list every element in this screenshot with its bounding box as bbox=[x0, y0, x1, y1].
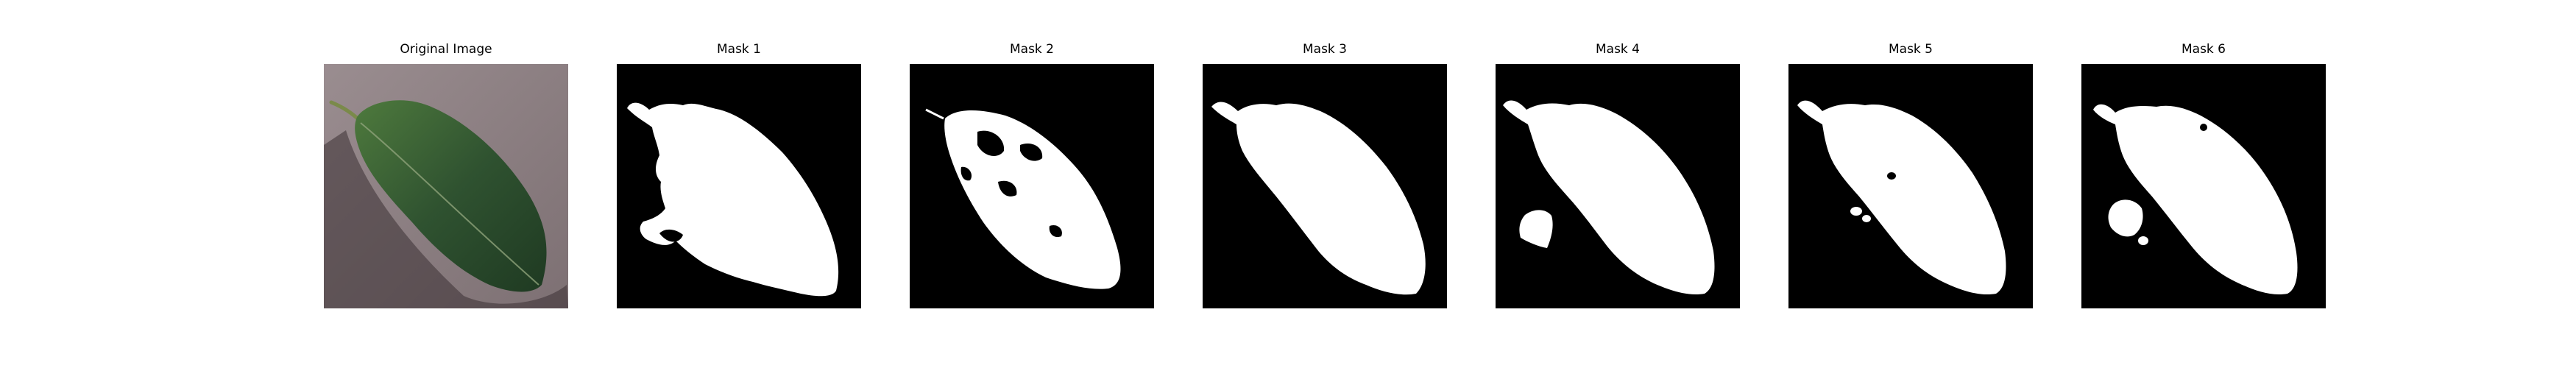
segmentation-mask-image bbox=[617, 64, 861, 308]
panel-title: Mask 1 bbox=[716, 42, 761, 57]
segmentation-mask-image bbox=[1788, 64, 2033, 308]
original-leaf-photo bbox=[324, 64, 568, 308]
panel-title: Original Image bbox=[400, 42, 492, 57]
segmentation-mask-image bbox=[910, 64, 1154, 308]
segmentation-mask-image bbox=[1496, 64, 1740, 308]
panel-title: Mask 2 bbox=[1009, 42, 1054, 57]
panel-title: Mask 3 bbox=[1302, 42, 1347, 57]
segmentation-mask-image bbox=[1203, 64, 1447, 308]
panel-title: Mask 5 bbox=[1888, 42, 1933, 57]
panel-title: Mask 6 bbox=[2181, 42, 2226, 57]
panel-title: Mask 4 bbox=[1595, 42, 1640, 57]
segmentation-mask-image bbox=[2081, 64, 2326, 308]
